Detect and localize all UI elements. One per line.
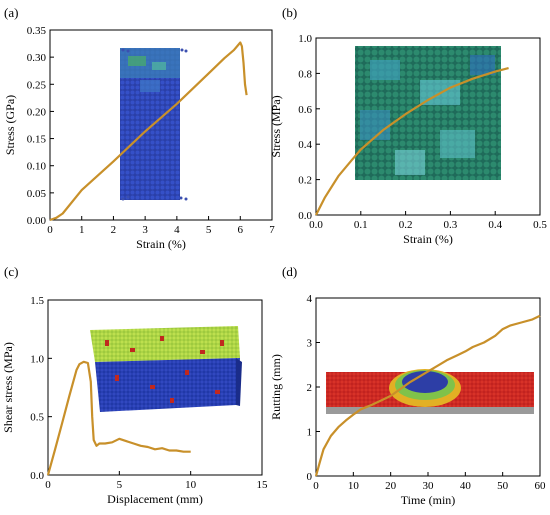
x-tick-label: 3 xyxy=(142,224,148,236)
chart-panel-0: 0 1 2 3 4 5 6 7 0.00 0.05 0.10 0.15 0.20 0.25 0.30 0.35… xyxy=(3,25,275,251)
specimen-inset-b xyxy=(355,46,501,180)
series-line-0 xyxy=(49,41,248,222)
y-tick-label: 0.4 xyxy=(298,139,312,151)
pavement-inset-d xyxy=(326,369,534,414)
x-tick-label: 0 xyxy=(313,480,319,492)
x-tick-label: 0 xyxy=(47,224,53,236)
x-axis-label: Strain (%) xyxy=(136,237,186,251)
x-tick-label: 0.3 xyxy=(444,219,458,231)
y-tick-label: 0.0 xyxy=(298,210,312,222)
x-tick-label: 0.1 xyxy=(354,219,368,231)
panel-label-b: (b) xyxy=(282,5,297,20)
y-tick-label: 0.8 xyxy=(298,68,312,80)
y-tick-label: 1 xyxy=(307,427,313,439)
x-axis-label: Displacement (mm) xyxy=(107,492,203,506)
x-tick-label: 0.5 xyxy=(533,219,547,231)
y-tick-label: 0 xyxy=(307,471,313,483)
x-tick-label: 10 xyxy=(348,480,360,492)
y-tick-label: 0.25 xyxy=(27,79,47,91)
x-tick-label: 20 xyxy=(385,480,397,492)
chart-panel-2: 0 5 10 15 0.0 0.5 1.0 1.5 Displacement (mm) Shear… xyxy=(1,295,268,506)
x-tick-label: 50 xyxy=(497,480,509,492)
y-axis-label: Rutting (mm) xyxy=(269,354,283,420)
y-tick-label: 1.0 xyxy=(30,353,44,365)
y-axis-label: Stress (GPa) xyxy=(3,95,17,155)
y-tick-label: 0.15 xyxy=(27,134,47,146)
chart-panel-1: 0.0 0.1 0.2 0.3 0.4 0.5 0.0 0.2 0.4 0.6 0.8 1.0 Stra… xyxy=(269,33,547,246)
x-tick-label: 0 xyxy=(45,479,51,491)
x-tick-label: 4 xyxy=(174,224,180,236)
y-tick-label: 0.35 xyxy=(27,25,47,37)
x-tick-label: 15 xyxy=(257,479,269,491)
y-tick-label: 3 xyxy=(307,338,313,350)
series-line-0 xyxy=(315,67,509,216)
shear-box-inset-c xyxy=(90,326,242,412)
axes-frame xyxy=(315,37,541,216)
y-tick-label: 1.5 xyxy=(30,295,44,307)
y-tick-label: 4 xyxy=(307,293,313,305)
x-tick-label: 1 xyxy=(79,224,85,236)
x-tick-label: 5 xyxy=(206,224,212,236)
x-tick-label: 0.0 xyxy=(309,219,323,231)
x-axis-label: Time (min) xyxy=(401,493,456,507)
x-tick-label: 40 xyxy=(460,480,472,492)
chart-panel-3: 0 10 20 30 40 50 60 0 1 2 3 4 Time (min) Rutting (mm) xyxy=(269,293,546,507)
y-tick-label: 0.20 xyxy=(27,106,47,118)
y-tick-label: 1.0 xyxy=(298,33,312,45)
axes-frame xyxy=(49,29,273,221)
x-tick-label: 10 xyxy=(185,479,197,491)
y-tick-label: 0.00 xyxy=(27,215,47,227)
y-tick-label: 0.2 xyxy=(298,175,312,187)
x-tick-label: 2 xyxy=(111,224,117,236)
panel-label-d: (d) xyxy=(282,264,297,279)
x-tick-label: 60 xyxy=(535,480,547,492)
x-tick-label: 0.2 xyxy=(399,219,413,231)
y-tick-label: 0.5 xyxy=(30,412,44,424)
y-tick-label: 2 xyxy=(307,382,313,394)
specimen-inset-a xyxy=(120,48,188,201)
x-axis-label: Strain (%) xyxy=(403,232,453,246)
y-axis-label: Shear stress (MPa) xyxy=(1,342,15,433)
y-tick-label: 0.05 xyxy=(27,188,47,200)
x-tick-label: 30 xyxy=(423,480,435,492)
x-tick-label: 6 xyxy=(238,224,244,236)
y-tick-label: 0.10 xyxy=(27,161,47,173)
series-line-0 xyxy=(46,360,191,476)
y-tick-label: 0.6 xyxy=(298,104,312,116)
axes-frame xyxy=(47,299,263,476)
panel-label-a: (a) xyxy=(4,5,18,20)
y-tick-label: 0.0 xyxy=(30,470,44,482)
x-tick-label: 7 xyxy=(269,224,275,236)
x-tick-label: 0.4 xyxy=(488,219,502,231)
series-line-0 xyxy=(314,314,541,477)
x-tick-label: 5 xyxy=(117,479,123,491)
y-axis-label: Stress (MPa) xyxy=(269,95,283,157)
y-tick-label: 0.30 xyxy=(27,52,47,64)
panel-label-c: (c) xyxy=(4,264,18,279)
